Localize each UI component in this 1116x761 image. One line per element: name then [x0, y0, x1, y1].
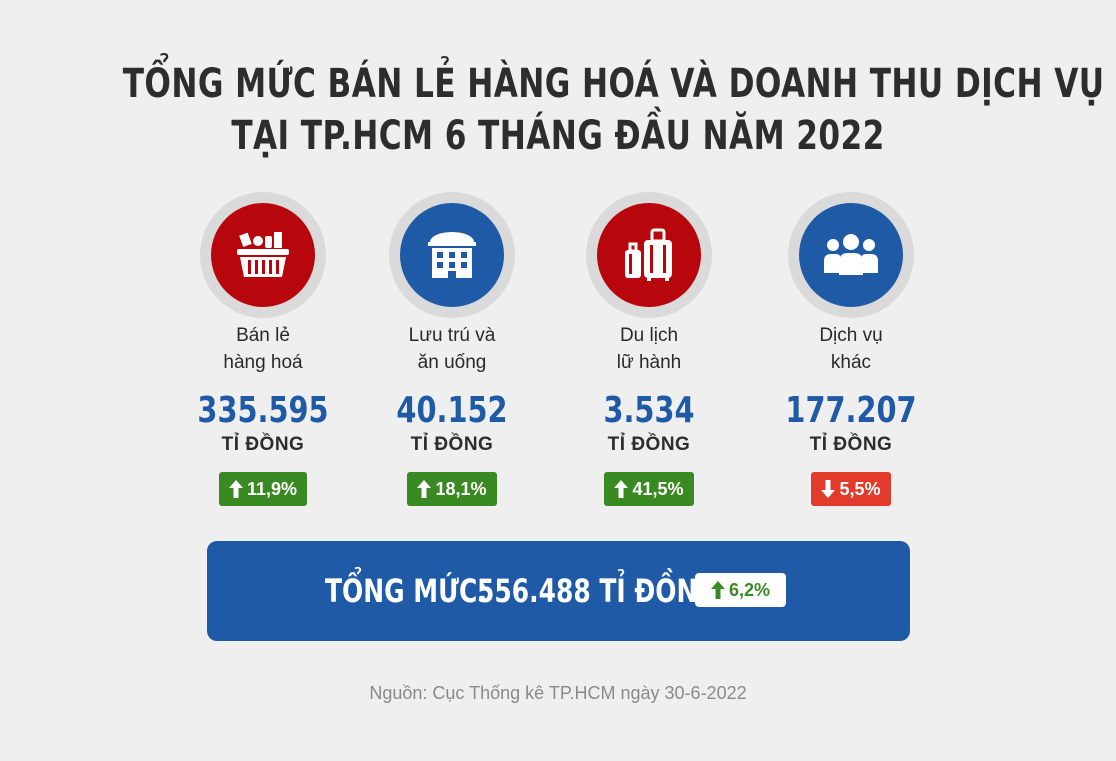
category-unit: TỈ ĐỒNG — [221, 434, 305, 455]
icon-disc — [400, 203, 504, 307]
category-card-other-services: Dịch vụ khác 177.207 TỈ ĐỒNG 5,5% — [751, 192, 951, 506]
arrow-up-icon — [710, 581, 725, 599]
change-value: 5,5% — [839, 478, 881, 499]
total-change-badge: 6,2% — [695, 573, 786, 607]
icon-halo — [788, 192, 914, 318]
category-unit: TỈ ĐỒNG — [809, 434, 893, 455]
change-value: 18,1% — [435, 478, 487, 499]
category-value: 40.152 — [396, 390, 508, 431]
label-line-1: Du lịch — [619, 325, 679, 346]
change-badge: 41,5% — [604, 472, 694, 506]
category-label: Bán lẻ hàng hoá — [163, 322, 363, 376]
total-change-value: 6,2% — [728, 579, 771, 600]
change-value: 11,9% — [246, 478, 298, 499]
total-value: 556.488 TỈ ĐỒNG — [477, 572, 718, 610]
shopping-basket-icon — [237, 232, 289, 277]
category-unit: TỈ ĐỒNG — [607, 434, 691, 455]
total-label: TỔNG MỨC: — [325, 572, 488, 610]
category-unit: TỈ ĐỒNG — [410, 434, 494, 455]
category-value: 3.534 — [603, 390, 695, 431]
label-line-2: khác — [830, 352, 872, 373]
change-badge: 18,1% — [407, 472, 497, 506]
arrow-up-icon — [417, 480, 432, 498]
category-card-retail: Bán lẻ hàng hoá 335.595 TỈ ĐỒNG 11,9% — [163, 192, 363, 506]
icon-disc — [211, 203, 315, 307]
icon-disc — [799, 203, 903, 307]
total-banner: TỔNG MỨC: 556.488 TỈ ĐỒNG 6,2% — [207, 541, 910, 641]
title-line-1: TỔNG MỨC BÁN LẺ HÀNG HOÁ VÀ DOANH THU DỊ… — [122, 61, 1105, 107]
building-icon — [428, 232, 476, 278]
change-badge: 11,9% — [218, 472, 308, 506]
arrow-up-icon — [228, 480, 243, 498]
change-value: 41,5% — [632, 478, 684, 499]
label-line-1: Lưu trú và — [408, 325, 496, 346]
label-line-2: hàng hoá — [223, 352, 303, 373]
label-line-2: lữ hành — [616, 352, 682, 373]
category-label: Lưu trú và ăn uống — [352, 322, 552, 376]
category-card-accommodation: Lưu trú và ăn uống 40.152 TỈ ĐỒNG 18,1% — [352, 192, 552, 506]
page-title: TỔNG MỨC BÁN LẺ HÀNG HOÁ VÀ DOANH THU DỊ… — [122, 58, 1105, 162]
category-card-travel: Du lịch lữ hành 3.534 TỈ ĐỒNG 41,5% — [549, 192, 749, 506]
label-line-1: Dịch vụ — [819, 325, 883, 346]
arrow-up-icon — [614, 480, 629, 498]
change-badge: 5,5% — [811, 472, 891, 506]
title-line-2: TẠI TP.HCM 6 THÁNG ĐẦU NĂM 2022 — [231, 113, 885, 159]
icon-halo — [586, 192, 712, 318]
label-line-1: Bán lẻ — [236, 325, 290, 346]
category-label: Dịch vụ khác — [751, 322, 951, 376]
label-line-2: ăn uống — [417, 352, 487, 373]
icon-disc — [597, 203, 701, 307]
source-note: Nguồn: Cục Thống kê TP.HCM ngày 30-6-202… — [369, 683, 747, 703]
luggage-icon — [625, 228, 672, 281]
arrow-down-icon — [821, 480, 836, 498]
category-label: Du lịch lữ hành — [549, 322, 749, 376]
icon-halo — [389, 192, 515, 318]
category-value: 177.207 — [785, 390, 917, 431]
icon-halo — [200, 192, 326, 318]
people-icon — [824, 234, 878, 275]
category-value: 335.595 — [197, 390, 329, 431]
